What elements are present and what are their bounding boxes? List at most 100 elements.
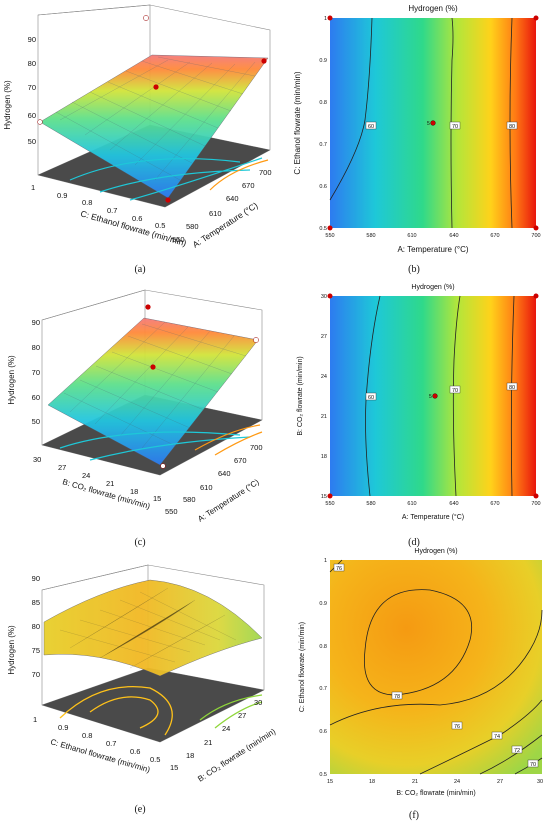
xlabel-d: A: Temperature (°C) bbox=[402, 513, 464, 521]
xtick-c: 700 bbox=[250, 443, 263, 452]
surface-a bbox=[39, 54, 269, 199]
ytick-e: 0.6 bbox=[130, 747, 140, 756]
xlabel-f: B: CO₂ flowrate (min/min) bbox=[396, 790, 475, 797]
xtick-b: 580 bbox=[366, 233, 375, 239]
floor-e bbox=[42, 668, 264, 742]
ztick-e: 75 bbox=[32, 646, 40, 655]
xtick-a: 610 bbox=[209, 209, 222, 218]
center-label-d: 5 bbox=[429, 394, 432, 400]
xtick-f: 21 bbox=[412, 779, 418, 785]
panel-a: Hydrogen (%) 50 60 70 80 90 1 0.9 0.8 0.… bbox=[3, 4, 272, 275]
ztick-c: 50 bbox=[32, 417, 40, 426]
xtick-c: 610 bbox=[200, 483, 213, 492]
xtick-b: 640 bbox=[449, 233, 458, 239]
xtick-e: 18 bbox=[186, 751, 194, 760]
xtick-f: 18 bbox=[369, 779, 375, 785]
ylabel-f: C: Ethanol flowrate (min/min) bbox=[299, 622, 306, 712]
contour-label-f: 74 bbox=[494, 734, 500, 740]
ytick-e: 0.5 bbox=[150, 755, 160, 764]
title-f: Hydrogen (%) bbox=[414, 548, 457, 555]
contour-label-d: 60 bbox=[368, 395, 374, 401]
xtick-d: 610 bbox=[407, 501, 416, 507]
contour-label-f: 76 bbox=[454, 724, 460, 730]
contour-b bbox=[329, 17, 373, 201]
caption-a: (a) bbox=[134, 264, 145, 275]
contour-f bbox=[479, 734, 543, 775]
ylabel-d: B: CO₂ flowrate (min/min) bbox=[297, 356, 304, 435]
contour-label-f: 70 bbox=[530, 762, 536, 768]
contour-label-b: 60 bbox=[368, 124, 374, 130]
ytick-f: 0.8 bbox=[319, 644, 327, 650]
xtick-b: 700 bbox=[531, 233, 540, 239]
contour-label-b: 70 bbox=[452, 124, 458, 130]
zlabel-c: Hydrogen (%) bbox=[7, 355, 16, 405]
ytick-d: 15 bbox=[321, 494, 327, 500]
zlabel-a: Hydrogen (%) bbox=[3, 80, 12, 130]
ytick-d: 27 bbox=[321, 334, 327, 340]
xtick-d: 670 bbox=[490, 501, 499, 507]
xtick-d: 700 bbox=[531, 501, 540, 507]
xlabel-b: A: Temperature (°C) bbox=[397, 245, 468, 254]
xtick-b: 550 bbox=[325, 233, 334, 239]
xtick-c: 550 bbox=[165, 507, 178, 516]
ytick-a: 0.8 bbox=[82, 198, 92, 207]
xtick-c: 640 bbox=[218, 469, 231, 478]
ytick-c: 15 bbox=[153, 494, 161, 503]
contour-label-d: 70 bbox=[452, 388, 458, 394]
ytick-c: 30 bbox=[33, 455, 41, 464]
xtick-d: 640 bbox=[449, 501, 458, 507]
xtick-b: 610 bbox=[407, 233, 416, 239]
zlabel-e: Hydrogen (%) bbox=[7, 625, 16, 675]
contour-label-d: 80 bbox=[509, 385, 515, 391]
contour-b bbox=[509, 17, 513, 229]
ytick-a: 0.6 bbox=[132, 214, 142, 223]
contour-f bbox=[363, 589, 472, 696]
contour-label-b: 80 bbox=[509, 124, 515, 130]
panel-d: 60 70 80 5 Hydrogen (%) 15 18 21 24 27 3… bbox=[297, 284, 541, 548]
caption-e: (e) bbox=[134, 804, 145, 815]
ytick-b: 1 bbox=[324, 16, 327, 22]
xtick-a: 700 bbox=[259, 168, 272, 177]
ytick-f: 0.6 bbox=[319, 729, 327, 735]
ytick-b: 0.6 bbox=[319, 184, 327, 190]
ytick-e: 0.8 bbox=[82, 731, 92, 740]
ztick-a: 50 bbox=[28, 137, 36, 146]
ytick-d: 24 bbox=[321, 374, 327, 380]
center-label-b: 5 bbox=[427, 121, 430, 127]
contour-label-f: 78 bbox=[394, 694, 400, 700]
xtick-d: 580 bbox=[366, 501, 375, 507]
ytick-d: 21 bbox=[321, 414, 327, 420]
xtick-f: 15 bbox=[327, 779, 333, 785]
caption-b: (b) bbox=[408, 264, 420, 275]
ytick-b: 0.8 bbox=[319, 100, 327, 106]
xtick-c: 580 bbox=[183, 495, 196, 504]
title-b: Hydrogen (%) bbox=[408, 4, 458, 13]
ytick-f: 1 bbox=[324, 558, 327, 564]
panel-b: 60 70 80 5 Hydrogen (%) 0.5 0.6 0.7 0.8 … bbox=[293, 4, 541, 275]
ytick-c: 27 bbox=[58, 463, 66, 472]
ytick-a: 0.9 bbox=[57, 191, 67, 200]
ztick-e: 70 bbox=[32, 670, 40, 679]
ztick-a: 70 bbox=[28, 83, 36, 92]
ytick-e: 1 bbox=[33, 715, 37, 724]
xtick-a: 550 bbox=[172, 235, 185, 244]
plot-area-f bbox=[330, 560, 542, 774]
panel-c: Hydrogen (%) 50 60 70 80 90 30 27 24 21 … bbox=[7, 289, 263, 548]
ztick-e: 90 bbox=[32, 574, 40, 583]
xtick-c: 670 bbox=[234, 456, 247, 465]
xtick-f: 24 bbox=[454, 779, 460, 785]
ytick-e: 0.7 bbox=[106, 739, 116, 748]
xtick-a: 580 bbox=[186, 222, 199, 231]
ytick-f: 0.5 bbox=[319, 772, 327, 778]
ytick-e: 0.9 bbox=[58, 723, 68, 732]
xtick-e: 15 bbox=[170, 763, 178, 772]
surface-e bbox=[43, 579, 263, 677]
ytick-f: 0.9 bbox=[319, 601, 327, 607]
ylabel-b: C: Ethanol flowrate (min/min) bbox=[293, 71, 302, 174]
ytick-b: 0.5 bbox=[319, 226, 327, 232]
xtick-a: 670 bbox=[242, 181, 255, 190]
caption-c: (c) bbox=[134, 537, 145, 548]
ytick-c: 18 bbox=[130, 487, 138, 496]
ytick-f: 0.7 bbox=[319, 686, 327, 692]
